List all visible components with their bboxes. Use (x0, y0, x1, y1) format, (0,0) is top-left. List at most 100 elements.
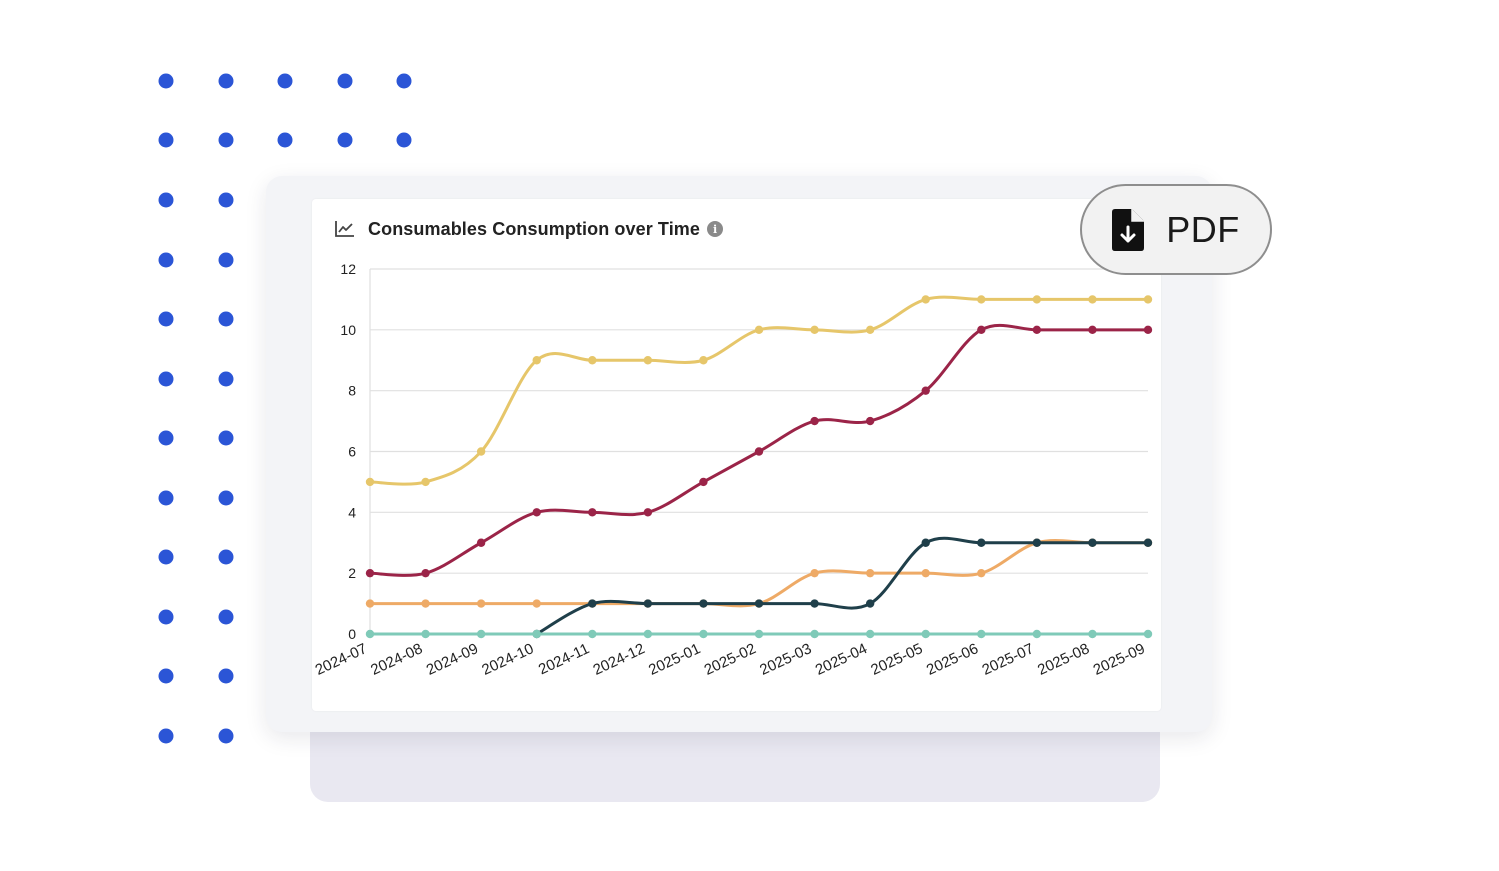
data-point[interactable] (699, 599, 708, 608)
x-tick-label: 2025-01 (646, 640, 703, 679)
data-point[interactable] (754, 325, 764, 335)
data-point[interactable] (921, 629, 930, 639)
y-tick-label: 4 (348, 504, 356, 520)
data-point[interactable] (476, 538, 486, 547)
decorative-dot (277, 73, 293, 89)
decorative-dot (218, 668, 234, 684)
decorative-dot (218, 549, 234, 565)
data-point[interactable] (1143, 325, 1153, 335)
data-point[interactable] (532, 356, 541, 365)
decorative-dot (158, 371, 174, 387)
data-point[interactable] (810, 416, 819, 426)
decorative-dot (277, 132, 293, 148)
data-point[interactable] (1143, 629, 1153, 639)
decorative-dot (396, 132, 412, 148)
data-point[interactable] (643, 356, 653, 365)
series-0 (365, 295, 1153, 487)
data-point[interactable] (365, 568, 375, 578)
data-point[interactable] (754, 629, 764, 639)
data-point[interactable] (1032, 295, 1042, 304)
data-point[interactable] (365, 477, 375, 487)
data-point[interactable] (1032, 538, 1042, 547)
data-point[interactable] (865, 629, 875, 639)
data-point[interactable] (532, 629, 541, 639)
data-point[interactable] (421, 629, 430, 639)
data-point[interactable] (1032, 629, 1042, 639)
info-icon[interactable]: i (707, 221, 724, 237)
y-tick-label: 6 (348, 444, 356, 460)
data-point[interactable] (977, 538, 986, 547)
decorative-dot (337, 132, 353, 148)
data-point[interactable] (921, 386, 930, 395)
data-point[interactable] (643, 599, 653, 608)
decorative-dot (337, 73, 353, 89)
file-download-icon (1112, 208, 1145, 251)
x-tick-label: 2025-08 (1035, 640, 1092, 679)
data-point[interactable] (865, 568, 875, 578)
data-point[interactable] (588, 356, 597, 365)
decorative-dot (158, 311, 174, 327)
series-3 (532, 536, 1153, 639)
data-point[interactable] (921, 568, 930, 578)
data-point[interactable] (421, 599, 430, 608)
y-tick-label: 8 (348, 383, 356, 399)
data-point[interactable] (476, 599, 486, 608)
decorative-dot (158, 73, 174, 89)
x-tick-label: 2024-10 (479, 640, 536, 679)
data-point[interactable] (1088, 325, 1097, 335)
series-line (535, 536, 1150, 636)
chart-panel (312, 199, 1161, 711)
data-point[interactable] (421, 568, 430, 578)
data-point[interactable] (643, 508, 653, 517)
data-point[interactable] (977, 295, 986, 304)
data-point[interactable] (476, 447, 486, 456)
data-point[interactable] (754, 447, 764, 456)
data-point[interactable] (1088, 295, 1097, 304)
data-point[interactable] (699, 629, 708, 639)
data-point[interactable] (588, 508, 597, 517)
data-point[interactable] (865, 599, 875, 608)
data-point[interactable] (699, 356, 708, 365)
x-tick-label: 2024-07 (313, 640, 370, 679)
data-point[interactable] (1088, 629, 1097, 639)
data-point[interactable] (476, 629, 486, 639)
data-point[interactable] (977, 629, 986, 639)
data-point[interactable] (865, 416, 875, 426)
data-point[interactable] (1088, 538, 1097, 547)
data-point[interactable] (810, 629, 819, 639)
data-point[interactable] (754, 599, 764, 608)
data-point[interactable] (1143, 538, 1153, 547)
data-point[interactable] (588, 629, 597, 639)
x-tick-label: 2025-09 (1091, 640, 1148, 679)
data-point[interactable] (699, 477, 708, 487)
data-point[interactable] (977, 325, 986, 335)
data-point[interactable] (921, 295, 930, 304)
decorative-dot (158, 252, 174, 268)
data-point[interactable] (643, 629, 653, 639)
data-point[interactable] (810, 599, 819, 608)
data-point[interactable] (532, 599, 541, 608)
data-point[interactable] (977, 568, 986, 578)
data-point[interactable] (421, 477, 430, 487)
chart-header: Consumables Consumption over Time i (334, 216, 724, 242)
pdf-button-label: PDF (1166, 208, 1240, 250)
series-line (368, 295, 1150, 486)
decorative-dot (218, 132, 234, 148)
data-point[interactable] (532, 508, 541, 517)
data-point[interactable] (1143, 295, 1153, 304)
decorative-dot (158, 668, 174, 684)
decorative-dot (218, 371, 234, 387)
data-point[interactable] (810, 325, 819, 335)
data-point[interactable] (588, 599, 597, 608)
data-point[interactable] (365, 599, 375, 608)
pdf-download-button[interactable]: PDF (1080, 184, 1272, 275)
data-point[interactable] (365, 629, 375, 639)
data-point[interactable] (865, 325, 875, 335)
decorative-dot (218, 490, 234, 506)
series-4 (365, 629, 1153, 639)
x-tick-label: 2025-07 (979, 640, 1036, 679)
data-point[interactable] (810, 568, 819, 578)
data-point[interactable] (921, 538, 930, 547)
data-point[interactable] (1032, 325, 1042, 335)
